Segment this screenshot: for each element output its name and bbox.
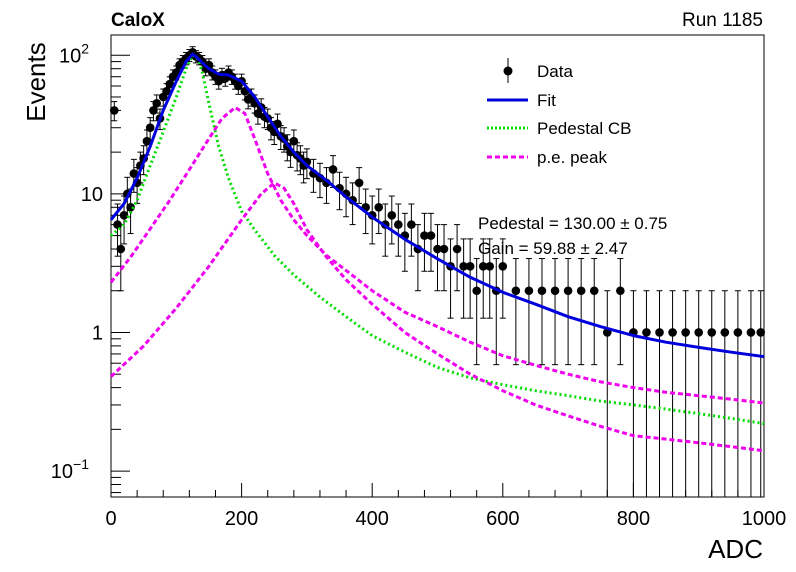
x-tick-label: 600 (486, 508, 519, 530)
data-point (746, 290, 756, 497)
legend-label-fit: Fit (537, 91, 556, 110)
x-tick-label: 200 (225, 508, 258, 530)
data-point (733, 290, 743, 497)
y-tick-label: 10−1 (51, 456, 89, 483)
data-point (694, 290, 703, 497)
axis-ticks: 0 200 400 600 800 1000 10−1 1 10 102 (51, 40, 786, 530)
fit-gain-text: Gain = 59.88 ± 2.47 (478, 239, 628, 258)
fit-pedestal-text: Pedestal = 130.00 ± 0.75 (478, 214, 667, 233)
data-point (439, 224, 449, 292)
data-point (328, 155, 338, 188)
legend-label-pe: p.e. peak (537, 148, 607, 167)
data-point (655, 290, 664, 497)
data-point (576, 258, 586, 366)
data-point (152, 94, 162, 114)
data-point (602, 290, 612, 497)
legend-entry-data: Data (503, 58, 573, 83)
x-tick-label: 1000 (742, 508, 787, 530)
curve-pedestal-cb (110, 53, 765, 426)
data-point (452, 224, 462, 292)
data-point (616, 258, 625, 366)
legend-data-marker (503, 66, 513, 76)
data-point (629, 290, 638, 497)
data-point (354, 167, 364, 204)
data-point (472, 258, 481, 366)
legend-label-data: Data (537, 62, 573, 81)
data-point (407, 203, 416, 257)
data-point (511, 258, 521, 366)
data-point (756, 290, 766, 497)
legend-entry-fit: Fit (487, 91, 556, 110)
data-point (720, 290, 730, 497)
y-tick-label: 10 (81, 184, 103, 206)
curve-fit (109, 52, 765, 359)
data-point (426, 212, 436, 272)
data-point (109, 101, 119, 122)
legend-entry-pe: p.e. peak (487, 148, 607, 167)
fit-curves (109, 52, 765, 453)
data-point (387, 195, 397, 245)
data-point (380, 203, 390, 257)
data-points (109, 46, 766, 497)
y-tick-label: 102 (59, 40, 89, 67)
data-point (322, 167, 331, 204)
curve-p-e-peak (109, 181, 765, 453)
data-point (537, 258, 547, 366)
x-tick-label: 400 (356, 508, 389, 530)
data-point (524, 258, 534, 366)
data-point (145, 117, 155, 141)
x-tick-label: 0 (105, 508, 116, 530)
data-point (563, 258, 573, 366)
data-point (642, 290, 651, 497)
x-axis-title: ADC (708, 534, 763, 564)
data-point (394, 203, 403, 257)
legend-entry-pedestal: Pedestal CB (487, 119, 632, 138)
data-point (485, 238, 495, 319)
data-point (498, 238, 508, 319)
data-point (400, 212, 410, 272)
x-tick-label: 800 (617, 508, 650, 530)
legend: Data Fit Pedestal CB p.e. peak (487, 58, 632, 167)
data-point (707, 290, 717, 497)
y-tick-label: 1 (92, 322, 103, 344)
data-point (459, 238, 468, 319)
header-right-label: Run 1185 (682, 10, 763, 31)
data-point (589, 258, 599, 366)
header-left-label: CaloX (111, 10, 165, 31)
data-point (681, 290, 690, 497)
data-point (420, 212, 429, 272)
data-point (129, 158, 139, 193)
data-point (374, 188, 384, 235)
y-axis-title: Events (21, 42, 51, 122)
legend-label-pedestal: Pedestal CB (537, 119, 632, 138)
data-point (491, 258, 501, 366)
